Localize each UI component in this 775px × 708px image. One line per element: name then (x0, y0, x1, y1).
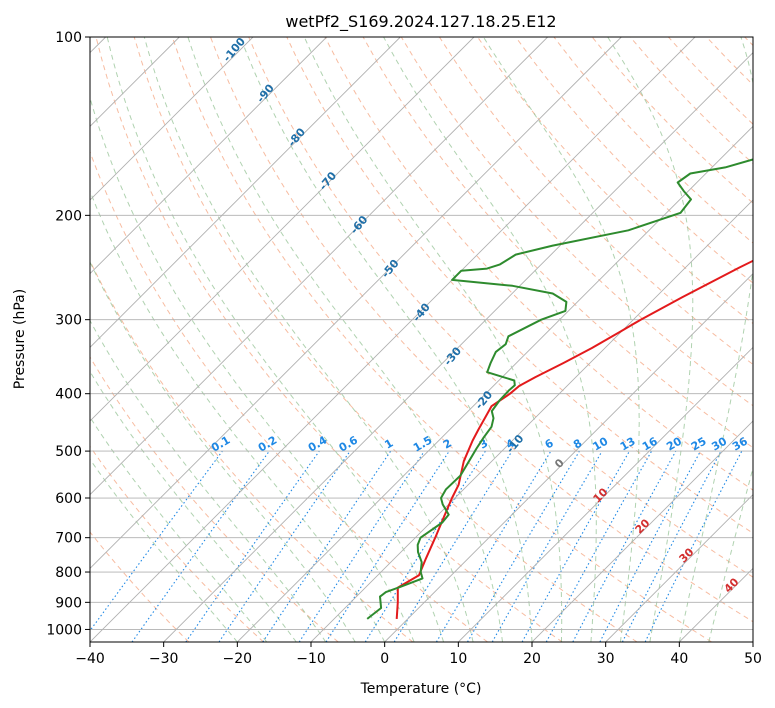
moist-adiabat-line (106, 37, 445, 642)
dry-adiabat-line (248, 37, 753, 578)
dry-adiabat-line (95, 37, 563, 642)
y-axis-title: Pressure (hPa) (12, 289, 28, 389)
temperature-profile-line (395, 259, 753, 619)
mixing-ratio-line (393, 450, 513, 642)
isotherm-line (90, 37, 475, 422)
dry-adiabat-line (171, 37, 712, 642)
moist-adiabat-line (607, 37, 694, 642)
mixing-ratio-line (218, 450, 351, 642)
y-tick-label: 400 (55, 387, 82, 403)
isotherm-line (163, 52, 753, 642)
moist-adiabat-line (90, 416, 268, 642)
x-tick-label: −30 (149, 651, 179, 667)
x-tick-label: 30 (597, 651, 615, 667)
moist-adiabat-line (383, 37, 597, 642)
y-tick-label: 800 (55, 565, 82, 581)
isotherm-line (90, 37, 401, 348)
moist-adiabat-line (90, 260, 356, 642)
mixing-ratio-line (545, 450, 653, 642)
isotherm-line (458, 346, 753, 642)
y-tick-label: 200 (55, 208, 82, 224)
y-tick-label: 900 (55, 595, 82, 611)
y-tick-label: 600 (55, 491, 82, 507)
y-tick-label: 300 (55, 313, 82, 329)
mixing-ratio-line (572, 450, 677, 642)
isotherm-line (90, 37, 548, 496)
dry-adiabat-line (90, 531, 190, 642)
chart-title: wetPf2_S169.2024.127.18.25.E12 (285, 12, 556, 32)
isotherm-line (605, 494, 753, 642)
y-tick-label: 1000 (46, 622, 82, 638)
isotherms (90, 37, 753, 642)
dry-adiabat-line (133, 37, 638, 642)
moist-adiabat-line (90, 370, 297, 642)
isotherm-line (310, 199, 753, 642)
x-tick-label: 40 (670, 651, 688, 667)
x-tick-label: 0 (380, 651, 389, 667)
moist-adiabat-line (143, 37, 474, 642)
dry-adiabat-line (400, 37, 753, 407)
dry-adiabat-line (90, 150, 488, 642)
dry-adiabat-line (210, 37, 753, 623)
y-tick-label: 500 (55, 444, 82, 460)
y-tick-label: 700 (55, 531, 82, 547)
x-tick-label: −40 (75, 651, 105, 667)
mixing-ratio-line (131, 450, 270, 642)
isotherm-line (90, 37, 622, 569)
y-axis-ticks: 100 200 300 400 500 600 700 800 900 1000 (46, 30, 90, 638)
mixing-ratio-line (644, 450, 743, 642)
dewpoint-profile-line (366, 158, 753, 620)
moist-adiabat-line (482, 37, 640, 642)
mixing-ratio-line (185, 450, 320, 642)
x-tick-label: 50 (744, 651, 762, 667)
x-tick-label: 20 (523, 651, 541, 667)
mixing-ratio-line (325, 450, 450, 642)
y-tick-label: 100 (55, 30, 82, 46)
x-tick-label: −20 (223, 651, 253, 667)
moist-adiabat-line (90, 189, 386, 642)
dry-adiabat-line (90, 445, 264, 642)
dry-adiabat-line (90, 356, 339, 642)
mixing-ratio-lines (90, 450, 743, 642)
isotherm-line (90, 37, 696, 642)
plot-frame (89, 36, 754, 643)
isotherm-line (384, 273, 753, 642)
dry-adiabat-line (438, 37, 753, 366)
moist-adiabat-line (90, 458, 238, 642)
sounding-series (366, 158, 753, 620)
mixing-ratio-line (521, 450, 630, 642)
x-axis-title: Temperature (°C) (360, 681, 482, 697)
mixing-ratio-line (90, 450, 223, 632)
x-axis-ticks: −40 −30 −20 −10 0 10 20 30 40 50 (75, 642, 762, 667)
isotherm-line (90, 37, 327, 275)
moist-adiabat-line (303, 37, 563, 642)
dry-adiabat-line (515, 37, 753, 284)
isotherm-line (531, 420, 753, 642)
moist-adiabat-line (239, 37, 533, 642)
x-tick-label: −10 (296, 651, 326, 667)
x-tick-label: 10 (449, 651, 467, 667)
mixing-ratio-line (298, 450, 425, 642)
isotherm-line (90, 37, 254, 201)
isotherm-line (237, 125, 753, 642)
mixing-ratio-line (262, 450, 392, 642)
